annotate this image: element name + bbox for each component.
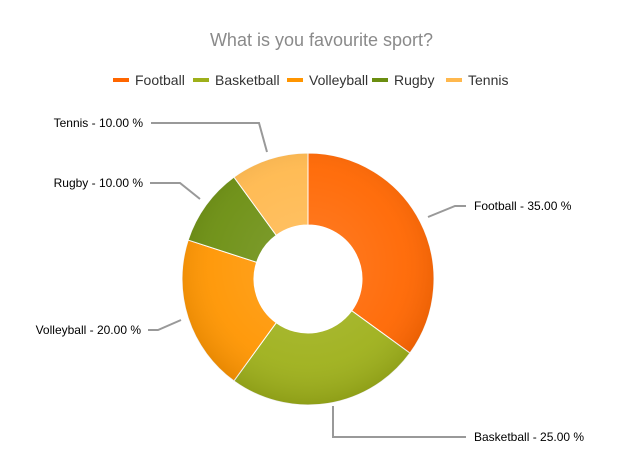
slice-labels: Football - 35.00 % Basketball - 25.00 % Vo…: [36, 116, 585, 444]
legend-label: Basketball: [215, 72, 280, 88]
legend-item-rugby[interactable]: Rugby: [372, 72, 434, 88]
slices: [181, 152, 435, 406]
label-connector: [427, 205, 466, 218]
data-label: Tennis - 10.00 %: [54, 116, 144, 130]
data-label: Rugby - 10.00 %: [54, 176, 144, 190]
data-label: Volleyball - 20.00 %: [36, 323, 142, 337]
legend-label: Football: [135, 72, 185, 88]
label-basketball: Basketball - 25.00 %: [332, 406, 584, 444]
legend-item-football[interactable]: Football: [113, 72, 185, 88]
legend-swatch: [372, 78, 388, 82]
label-volleyball: Volleyball - 20.00 %: [36, 319, 182, 337]
label-football: Football - 35.00 %: [427, 199, 572, 218]
label-tennis: Tennis - 10.00 %: [54, 116, 268, 153]
legend: Football Basketball Volleyball Rugby Tennis: [113, 72, 508, 88]
legend-item-tennis[interactable]: Tennis: [446, 72, 508, 88]
slice-football[interactable]: [307, 152, 435, 354]
legend-label: Rugby: [394, 72, 434, 88]
data-label: Basketball - 25.00 %: [474, 430, 584, 444]
chart-title: What is you favourite sport?: [209, 30, 434, 50]
legend-swatch: [446, 78, 462, 82]
legend-swatch: [287, 78, 303, 82]
legend-item-volleyball[interactable]: Volleyball: [287, 72, 368, 88]
legend-swatch: [113, 78, 129, 82]
label-rugby: Rugby - 10.00 %: [54, 176, 201, 200]
data-label: Football - 35.00 %: [474, 199, 572, 213]
legend-label: Tennis: [468, 72, 508, 88]
legend-swatch: [193, 78, 209, 82]
label-connector: [150, 182, 201, 200]
legend-label: Volleyball: [309, 72, 368, 88]
label-connector: [148, 319, 182, 331]
legend-item-basketball[interactable]: Basketball: [193, 72, 280, 88]
label-connector: [332, 406, 466, 438]
label-connector: [151, 122, 268, 153]
